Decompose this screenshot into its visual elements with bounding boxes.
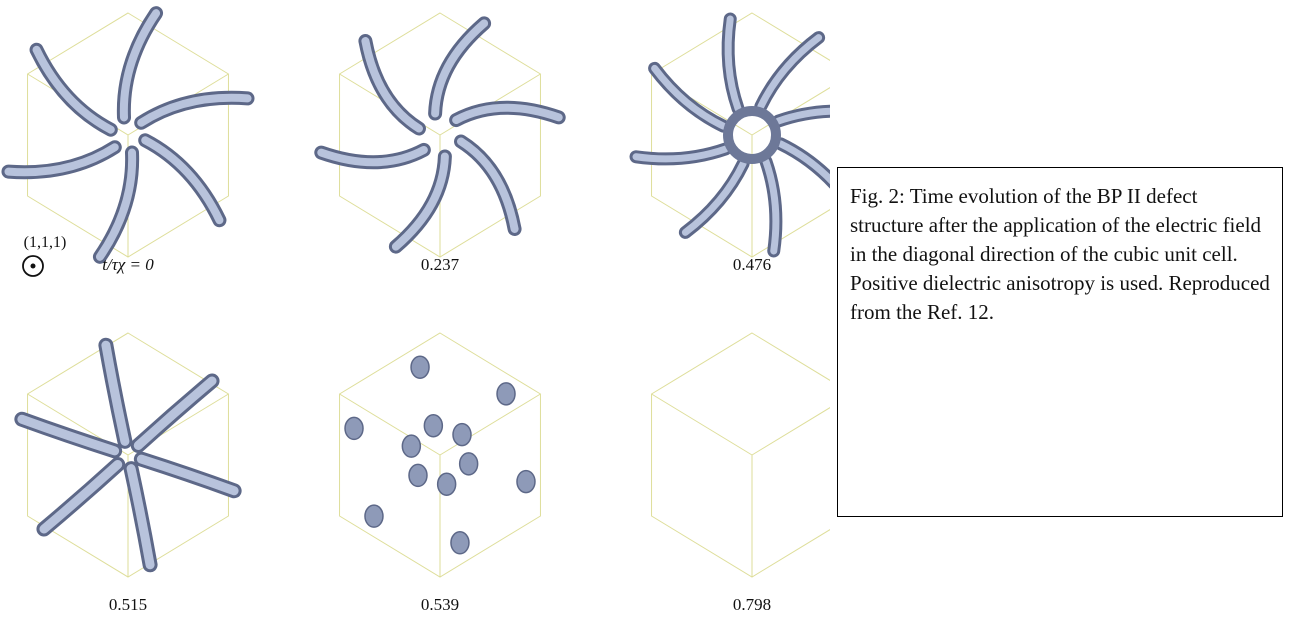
defect [461,142,515,229]
panel-label: 0.476 [733,255,771,274]
panel-label: t/τχ = 0 [102,255,154,274]
defect [435,23,484,113]
defect [453,424,471,446]
defect [145,140,219,220]
panel: 0.798 [652,333,830,614]
defect [451,532,469,554]
defect [409,464,427,486]
defect [365,505,383,527]
defect [411,356,429,378]
defect [438,473,456,495]
panel-label: 0.237 [421,255,460,274]
defect [22,419,115,451]
defect [497,383,515,405]
defect [37,50,111,130]
figure: (1,1,1) t/τχ = 0 0.237 0.476 0.515 0.539 0.79… [0,0,830,623]
defect [396,156,445,246]
panel: 0.515 [22,333,234,614]
cube-edge [652,333,830,577]
defect [365,41,419,128]
panel-label: 0.539 [421,595,459,614]
defect [345,417,363,439]
defect [517,471,535,493]
direction-label: (1,1,1) [24,234,67,251]
panel: 0.539 [340,333,541,614]
cube-edge [440,394,540,455]
direction-dot [31,264,36,269]
page: (1,1,1) t/τχ = 0 0.237 0.476 0.515 0.539 0.79… [0,0,1291,623]
defect [141,459,234,491]
defect [44,465,118,530]
panel-label: 0.515 [109,595,147,614]
panel: 0.476 [636,13,830,274]
defect [138,381,212,446]
defect [424,415,442,437]
caption: Fig. 2: Time evolution of the BP II defe… [837,167,1283,517]
panel: 0.237 [321,13,558,274]
defect [460,453,478,475]
cube-edge [752,394,830,455]
panel-label: 0.798 [733,595,771,614]
defect [402,435,420,457]
cube-edge [652,394,752,455]
